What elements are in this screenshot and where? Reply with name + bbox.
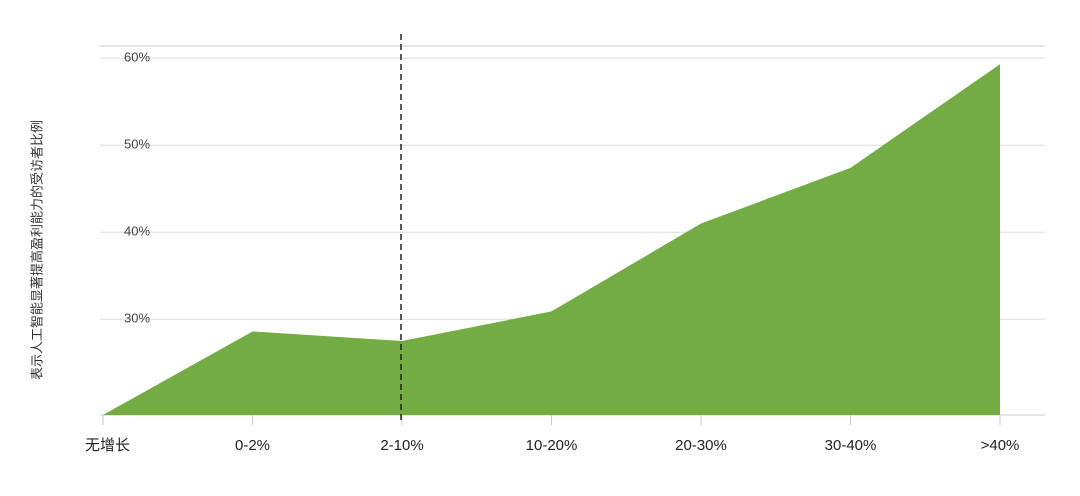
x-tick-label: 无增长 [85,437,130,454]
plot-area [103,64,1000,415]
x-tick-label: 2-10% [380,437,423,454]
x-tick-label: 30-40% [825,437,877,454]
area [103,64,1000,415]
y-tick-label: 30% [124,311,150,326]
x-tick-label: >40% [981,437,1020,454]
x-tick-label: 20-30% [675,437,727,454]
x-tick-label: 10-20% [526,437,578,454]
y-axis-label: 表示人工智能显著提高盈利能力的受访者比例 [29,120,44,380]
y-tick-label: 60% [124,50,150,65]
y-tick-label: 40% [124,224,150,239]
x-tick-label: 0-2% [235,437,270,454]
y-tick-label: 50% [124,137,150,152]
